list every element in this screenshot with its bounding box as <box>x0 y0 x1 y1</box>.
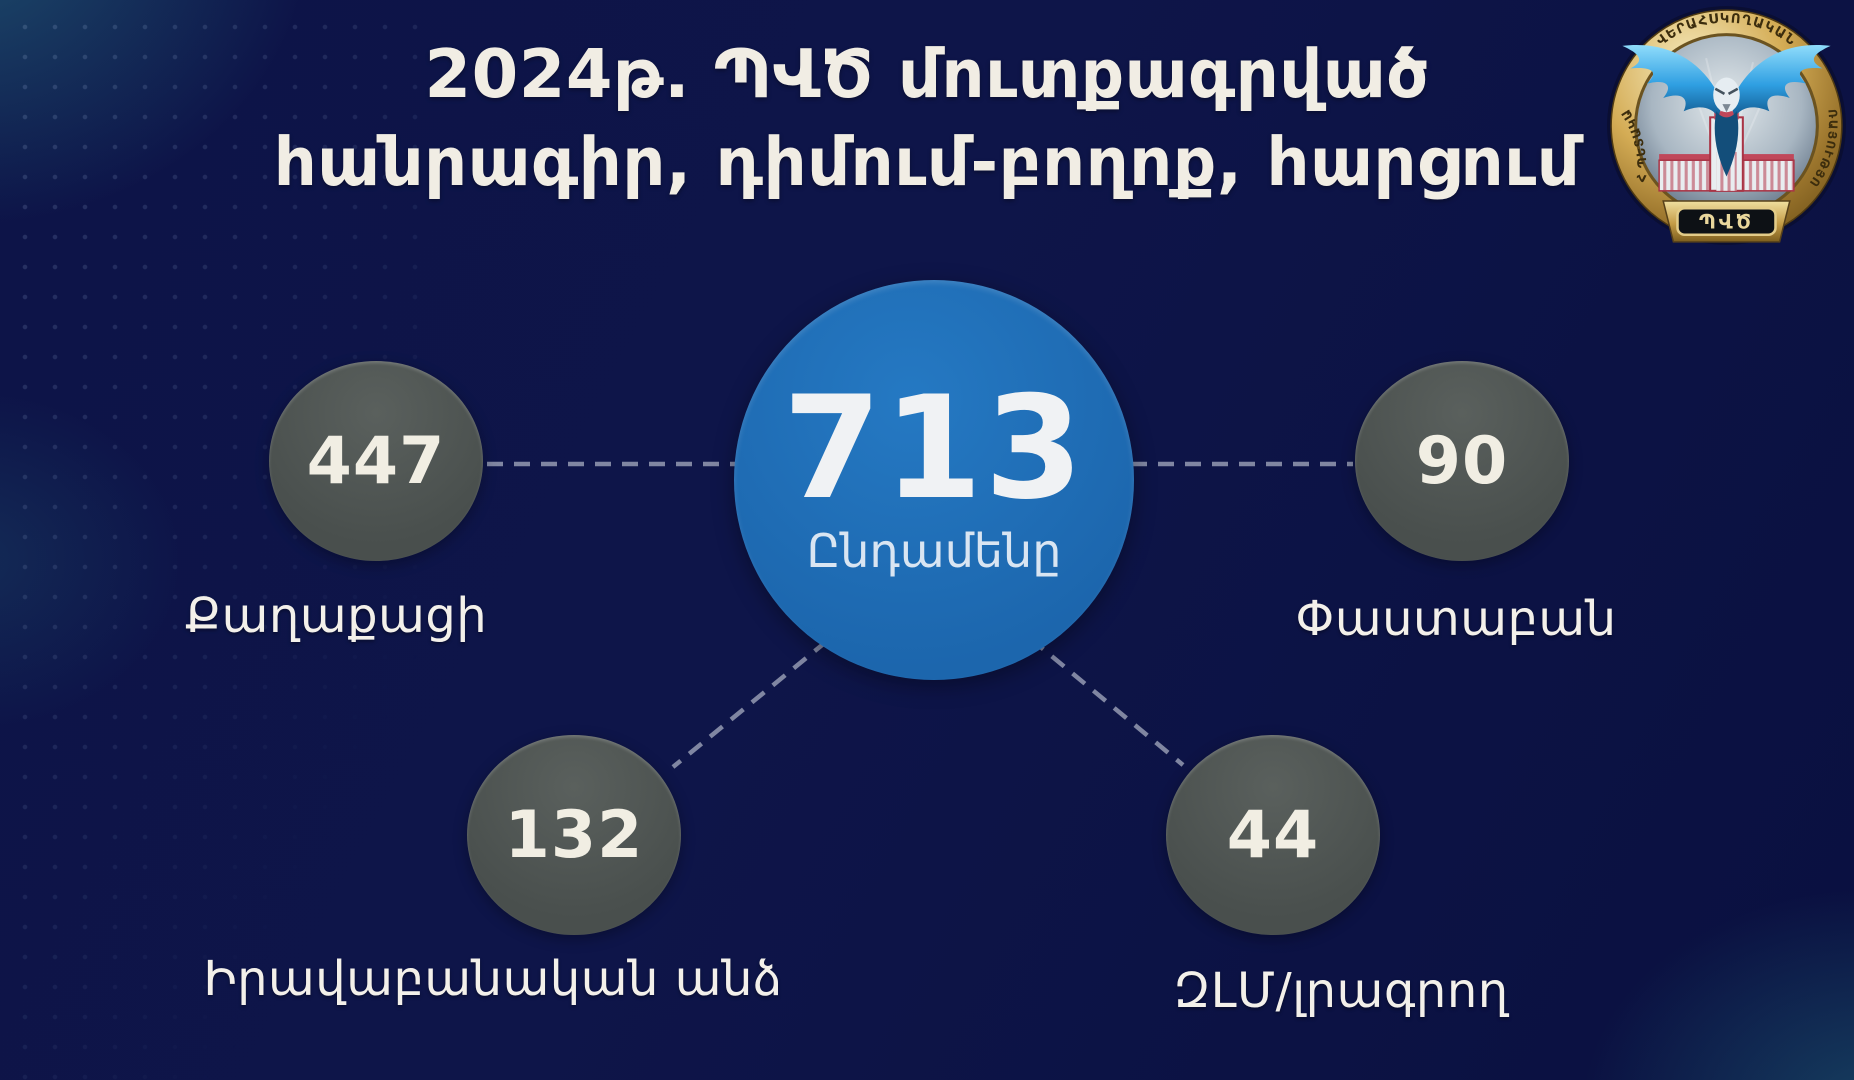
title-line-2: հանրագիր, դիմում-բողոք, հարցում <box>273 123 1581 202</box>
node-citizen-value: 447 <box>306 423 446 499</box>
node-legal-entity-value: 132 <box>504 797 644 873</box>
node-media-value: 44 <box>1226 797 1320 873</box>
node-media: 44 <box>1166 735 1380 935</box>
logo-plaque: ՊՎԾ <box>1662 200 1791 243</box>
node-legal-entity: 132 <box>467 735 681 935</box>
pvc-logo-svg: ՎԵՐԱՀՍԿՈՂԱԿԱՆ ՀՀ ՊԵՏԱԿԱՆ ԾԱՌԱՅՈՒԹՅՈՒՆ ՊՎ… <box>1599 0 1846 245</box>
total-value: 713 <box>782 365 1086 531</box>
page-title: 2024թ. ՊՎԾ մուտքագրված հանրագիր, դիմում-… <box>0 30 1854 207</box>
pvc-logo: ՎԵՐԱՀՍԿՈՂԱԿԱՆ ՀՀ ՊԵՏԱԿԱՆ ԾԱՌԱՅՈՒԹՅՈՒՆ ՊՎ… <box>1599 0 1849 248</box>
node-citizen: 447 <box>269 361 483 561</box>
connector-media <box>1029 637 1185 767</box>
logo-eagle-icon <box>1622 45 1831 177</box>
label-legal-entity: Իրավաբանական անձ <box>203 951 783 1007</box>
total-label: Ընդամենը <box>806 524 1062 579</box>
logo-acronym: ՊՎԾ <box>1699 211 1754 234</box>
node-advocate-value: 90 <box>1415 423 1509 499</box>
label-citizen: Քաղաքացի <box>184 588 488 644</box>
label-advocate: Փաստաբան <box>1295 591 1617 647</box>
node-advocate: 90 <box>1355 361 1569 561</box>
total-node: 713 Ընդամենը <box>734 280 1134 680</box>
connector-legal-entity <box>671 639 829 769</box>
label-media: ԶԼՄ/լրագրող <box>1173 963 1509 1019</box>
title-line-1: 2024թ. ՊՎԾ մուտքագրված <box>424 35 1430 113</box>
